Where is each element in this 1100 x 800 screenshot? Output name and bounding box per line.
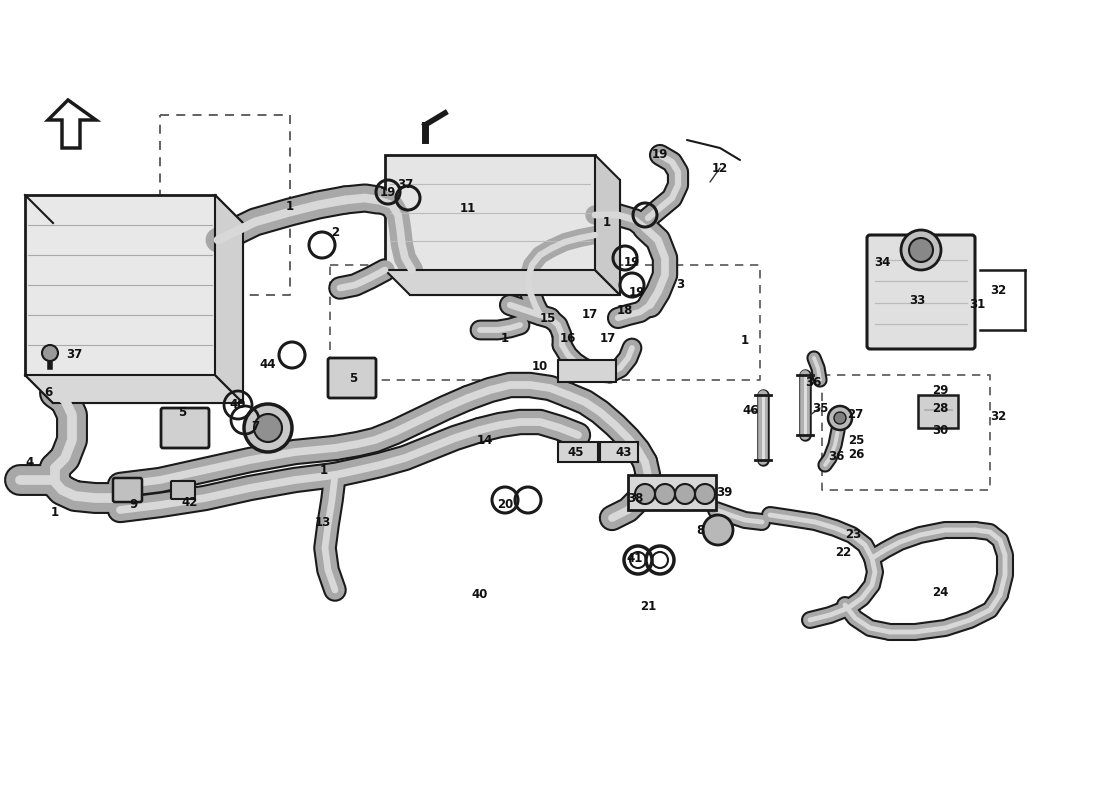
- Text: 5: 5: [178, 406, 186, 418]
- Text: 4: 4: [26, 455, 34, 469]
- Text: 1: 1: [320, 463, 328, 477]
- Text: 45: 45: [568, 446, 584, 458]
- Text: 35: 35: [812, 402, 828, 414]
- Text: 32: 32: [990, 410, 1006, 423]
- Text: 1: 1: [603, 215, 612, 229]
- Polygon shape: [385, 270, 620, 295]
- Text: 7: 7: [251, 421, 260, 434]
- Text: 28: 28: [932, 402, 948, 414]
- Text: 16: 16: [560, 331, 576, 345]
- Circle shape: [654, 484, 675, 504]
- Text: 1: 1: [741, 334, 749, 346]
- FancyBboxPatch shape: [53, 223, 243, 403]
- Text: 19: 19: [652, 149, 668, 162]
- Text: 31: 31: [969, 298, 986, 311]
- Polygon shape: [595, 155, 620, 295]
- Circle shape: [695, 484, 715, 504]
- Text: 1: 1: [286, 201, 294, 214]
- Text: 19: 19: [379, 186, 396, 198]
- Text: 11: 11: [460, 202, 476, 214]
- FancyBboxPatch shape: [161, 408, 209, 448]
- Text: 1: 1: [51, 506, 59, 518]
- Text: 36: 36: [805, 377, 822, 390]
- Text: 38: 38: [627, 491, 644, 505]
- Text: 9: 9: [130, 498, 139, 510]
- Text: 20: 20: [497, 498, 513, 511]
- Text: 25: 25: [848, 434, 865, 446]
- Text: 27: 27: [847, 409, 864, 422]
- Text: 2: 2: [331, 226, 339, 239]
- Text: 10: 10: [532, 361, 548, 374]
- Text: 37: 37: [66, 349, 82, 362]
- Text: 13: 13: [315, 515, 331, 529]
- Text: 33: 33: [909, 294, 925, 306]
- FancyBboxPatch shape: [113, 478, 142, 502]
- FancyBboxPatch shape: [867, 235, 975, 349]
- FancyBboxPatch shape: [558, 360, 616, 382]
- Polygon shape: [25, 375, 243, 403]
- Text: 44: 44: [260, 358, 276, 371]
- Circle shape: [909, 238, 933, 262]
- FancyBboxPatch shape: [328, 358, 376, 398]
- Text: 24: 24: [932, 586, 948, 599]
- FancyBboxPatch shape: [25, 195, 215, 375]
- Text: 42: 42: [182, 497, 198, 510]
- Text: 43: 43: [616, 446, 632, 458]
- Circle shape: [703, 515, 733, 545]
- Text: 36: 36: [828, 450, 844, 462]
- FancyBboxPatch shape: [410, 180, 620, 295]
- Circle shape: [901, 230, 940, 270]
- Text: 21: 21: [640, 599, 656, 613]
- Text: 23: 23: [845, 529, 861, 542]
- Text: 15: 15: [540, 311, 557, 325]
- FancyBboxPatch shape: [170, 481, 195, 499]
- Text: 14: 14: [476, 434, 493, 446]
- Text: 32: 32: [990, 283, 1006, 297]
- Text: 29: 29: [932, 383, 948, 397]
- Circle shape: [244, 404, 292, 452]
- FancyBboxPatch shape: [600, 442, 638, 462]
- Text: 1: 1: [500, 331, 509, 345]
- Polygon shape: [918, 395, 958, 428]
- Text: 19: 19: [629, 286, 646, 298]
- Text: 34: 34: [873, 255, 890, 269]
- FancyBboxPatch shape: [558, 442, 598, 462]
- FancyBboxPatch shape: [628, 475, 716, 510]
- Circle shape: [254, 414, 282, 442]
- Text: 26: 26: [848, 449, 865, 462]
- Text: 46: 46: [742, 403, 759, 417]
- Text: 37: 37: [397, 178, 414, 190]
- Text: 8: 8: [696, 523, 704, 537]
- Text: 19: 19: [624, 257, 640, 270]
- Text: 17: 17: [582, 309, 598, 322]
- Circle shape: [834, 412, 846, 424]
- Circle shape: [42, 345, 58, 361]
- Circle shape: [635, 484, 654, 504]
- Circle shape: [828, 406, 852, 430]
- Text: 30: 30: [932, 423, 948, 437]
- Circle shape: [675, 484, 695, 504]
- Text: 6: 6: [44, 386, 52, 399]
- FancyBboxPatch shape: [385, 155, 595, 270]
- Text: 17: 17: [600, 331, 616, 345]
- Text: 39: 39: [716, 486, 733, 499]
- Text: 22: 22: [835, 546, 851, 559]
- Polygon shape: [214, 195, 243, 403]
- Text: 41: 41: [627, 551, 644, 565]
- Text: 40: 40: [230, 398, 246, 411]
- Text: 40: 40: [472, 587, 488, 601]
- Text: 3: 3: [675, 278, 684, 291]
- Text: 12: 12: [712, 162, 728, 174]
- Polygon shape: [48, 100, 96, 148]
- Text: 18: 18: [617, 303, 634, 317]
- Text: 5: 5: [349, 371, 358, 385]
